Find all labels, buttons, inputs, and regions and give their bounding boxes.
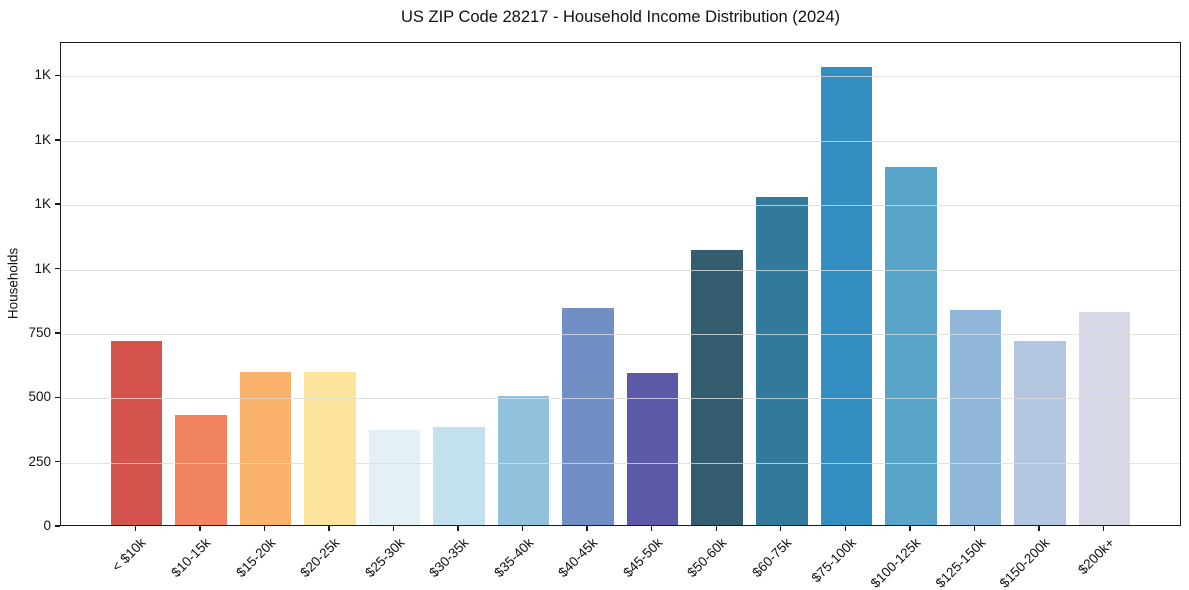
x-tick-label: $10-15k [168, 535, 214, 581]
x-tick-mark [586, 526, 588, 531]
x-tick-label: < $10k [109, 535, 149, 575]
x-tick-label: $30-35k [426, 535, 472, 581]
x-tick-label: $200k+ [1074, 535, 1118, 578]
y-tick-mark [55, 460, 60, 463]
y-tick-label: 1K [34, 260, 51, 276]
y-tick-label: 1K [34, 131, 51, 147]
gridline-500 [61, 398, 1180, 400]
y-tick-mark [55, 332, 60, 334]
x-tick-label: $25-30k [361, 535, 408, 581]
gridline-1500 [61, 140, 1180, 142]
bar-$20-25k [304, 372, 356, 525]
bar-$75-100k [820, 66, 873, 525]
x-tick-mark [457, 526, 459, 531]
x-tick-mark [715, 526, 717, 531]
chart-title: US ZIP Code 28217 - Household Income Dis… [400, 8, 840, 26]
x-tick-mark [199, 526, 201, 531]
gridline-1250 [61, 205, 1180, 207]
y-tick-label: 1K [34, 67, 51, 83]
bar-$35-40k [497, 395, 550, 525]
x-tick-mark [973, 526, 976, 531]
bar-$45-50k [626, 372, 679, 525]
x-tick-label: $125-150k [932, 535, 989, 590]
x-tick-label: $35-40k [491, 535, 537, 581]
x-tick-mark [780, 526, 782, 531]
bar-$40-45k [562, 308, 614, 525]
x-tick-mark [392, 526, 395, 531]
bar-$25-30k [368, 429, 421, 525]
y-tick-mark [55, 139, 60, 141]
plot-area [60, 42, 1181, 526]
bar-$200k+ [1078, 311, 1131, 525]
y-tick-mark [55, 74, 60, 77]
gridline-750 [61, 333, 1180, 335]
x-tick-label: $60-75k [749, 535, 795, 581]
gridline-250 [61, 462, 1180, 464]
x-tick-mark [263, 526, 266, 531]
x-tick-label: $15-20k [232, 535, 278, 581]
x-tick-mark [1102, 526, 1105, 531]
bar-$10-15k [175, 414, 227, 525]
x-tick-label: $50-60k [684, 535, 730, 581]
y-tick-label: 1K [34, 196, 51, 212]
x-tick-mark [651, 526, 653, 531]
x-tick-mark [1038, 526, 1040, 531]
y-tick-label: 500 [28, 389, 51, 405]
y-tick-mark [55, 267, 60, 270]
gridline-1750 [61, 76, 1180, 78]
x-tick-label: $20-25k [297, 535, 343, 581]
x-tick-mark [844, 526, 847, 531]
bar-$150-200k [1014, 340, 1066, 525]
y-tick-label: 750 [28, 324, 51, 340]
x-tick-mark [328, 526, 330, 531]
x-tick-mark [909, 526, 911, 531]
bar-$100-125k [885, 167, 937, 525]
bar-$15-20k [239, 371, 292, 525]
x-tick-label: $150-200k [996, 535, 1053, 590]
bar-$125-150k [949, 309, 1002, 525]
y-tick-mark [55, 525, 60, 527]
y-tick-label: 0 [43, 518, 51, 533]
bar-$60-75k [756, 196, 808, 525]
y-tick-mark [55, 396, 60, 398]
x-tick-label: $75-100k [808, 535, 859, 586]
bar-$50-60k [691, 249, 744, 525]
x-tick-label: $40-45k [555, 535, 601, 581]
gridline-1000 [61, 269, 1180, 271]
x-tick-label: $100-125k [867, 535, 924, 590]
bar-< $10k [110, 341, 163, 525]
bar-$30-35k [433, 426, 485, 525]
y-tick-label: 250 [28, 453, 51, 469]
x-tick-label: $45-50k [620, 535, 666, 581]
y-tick-mark [55, 203, 60, 205]
x-tick-mark [521, 526, 524, 531]
x-tick-mark [134, 526, 136, 531]
